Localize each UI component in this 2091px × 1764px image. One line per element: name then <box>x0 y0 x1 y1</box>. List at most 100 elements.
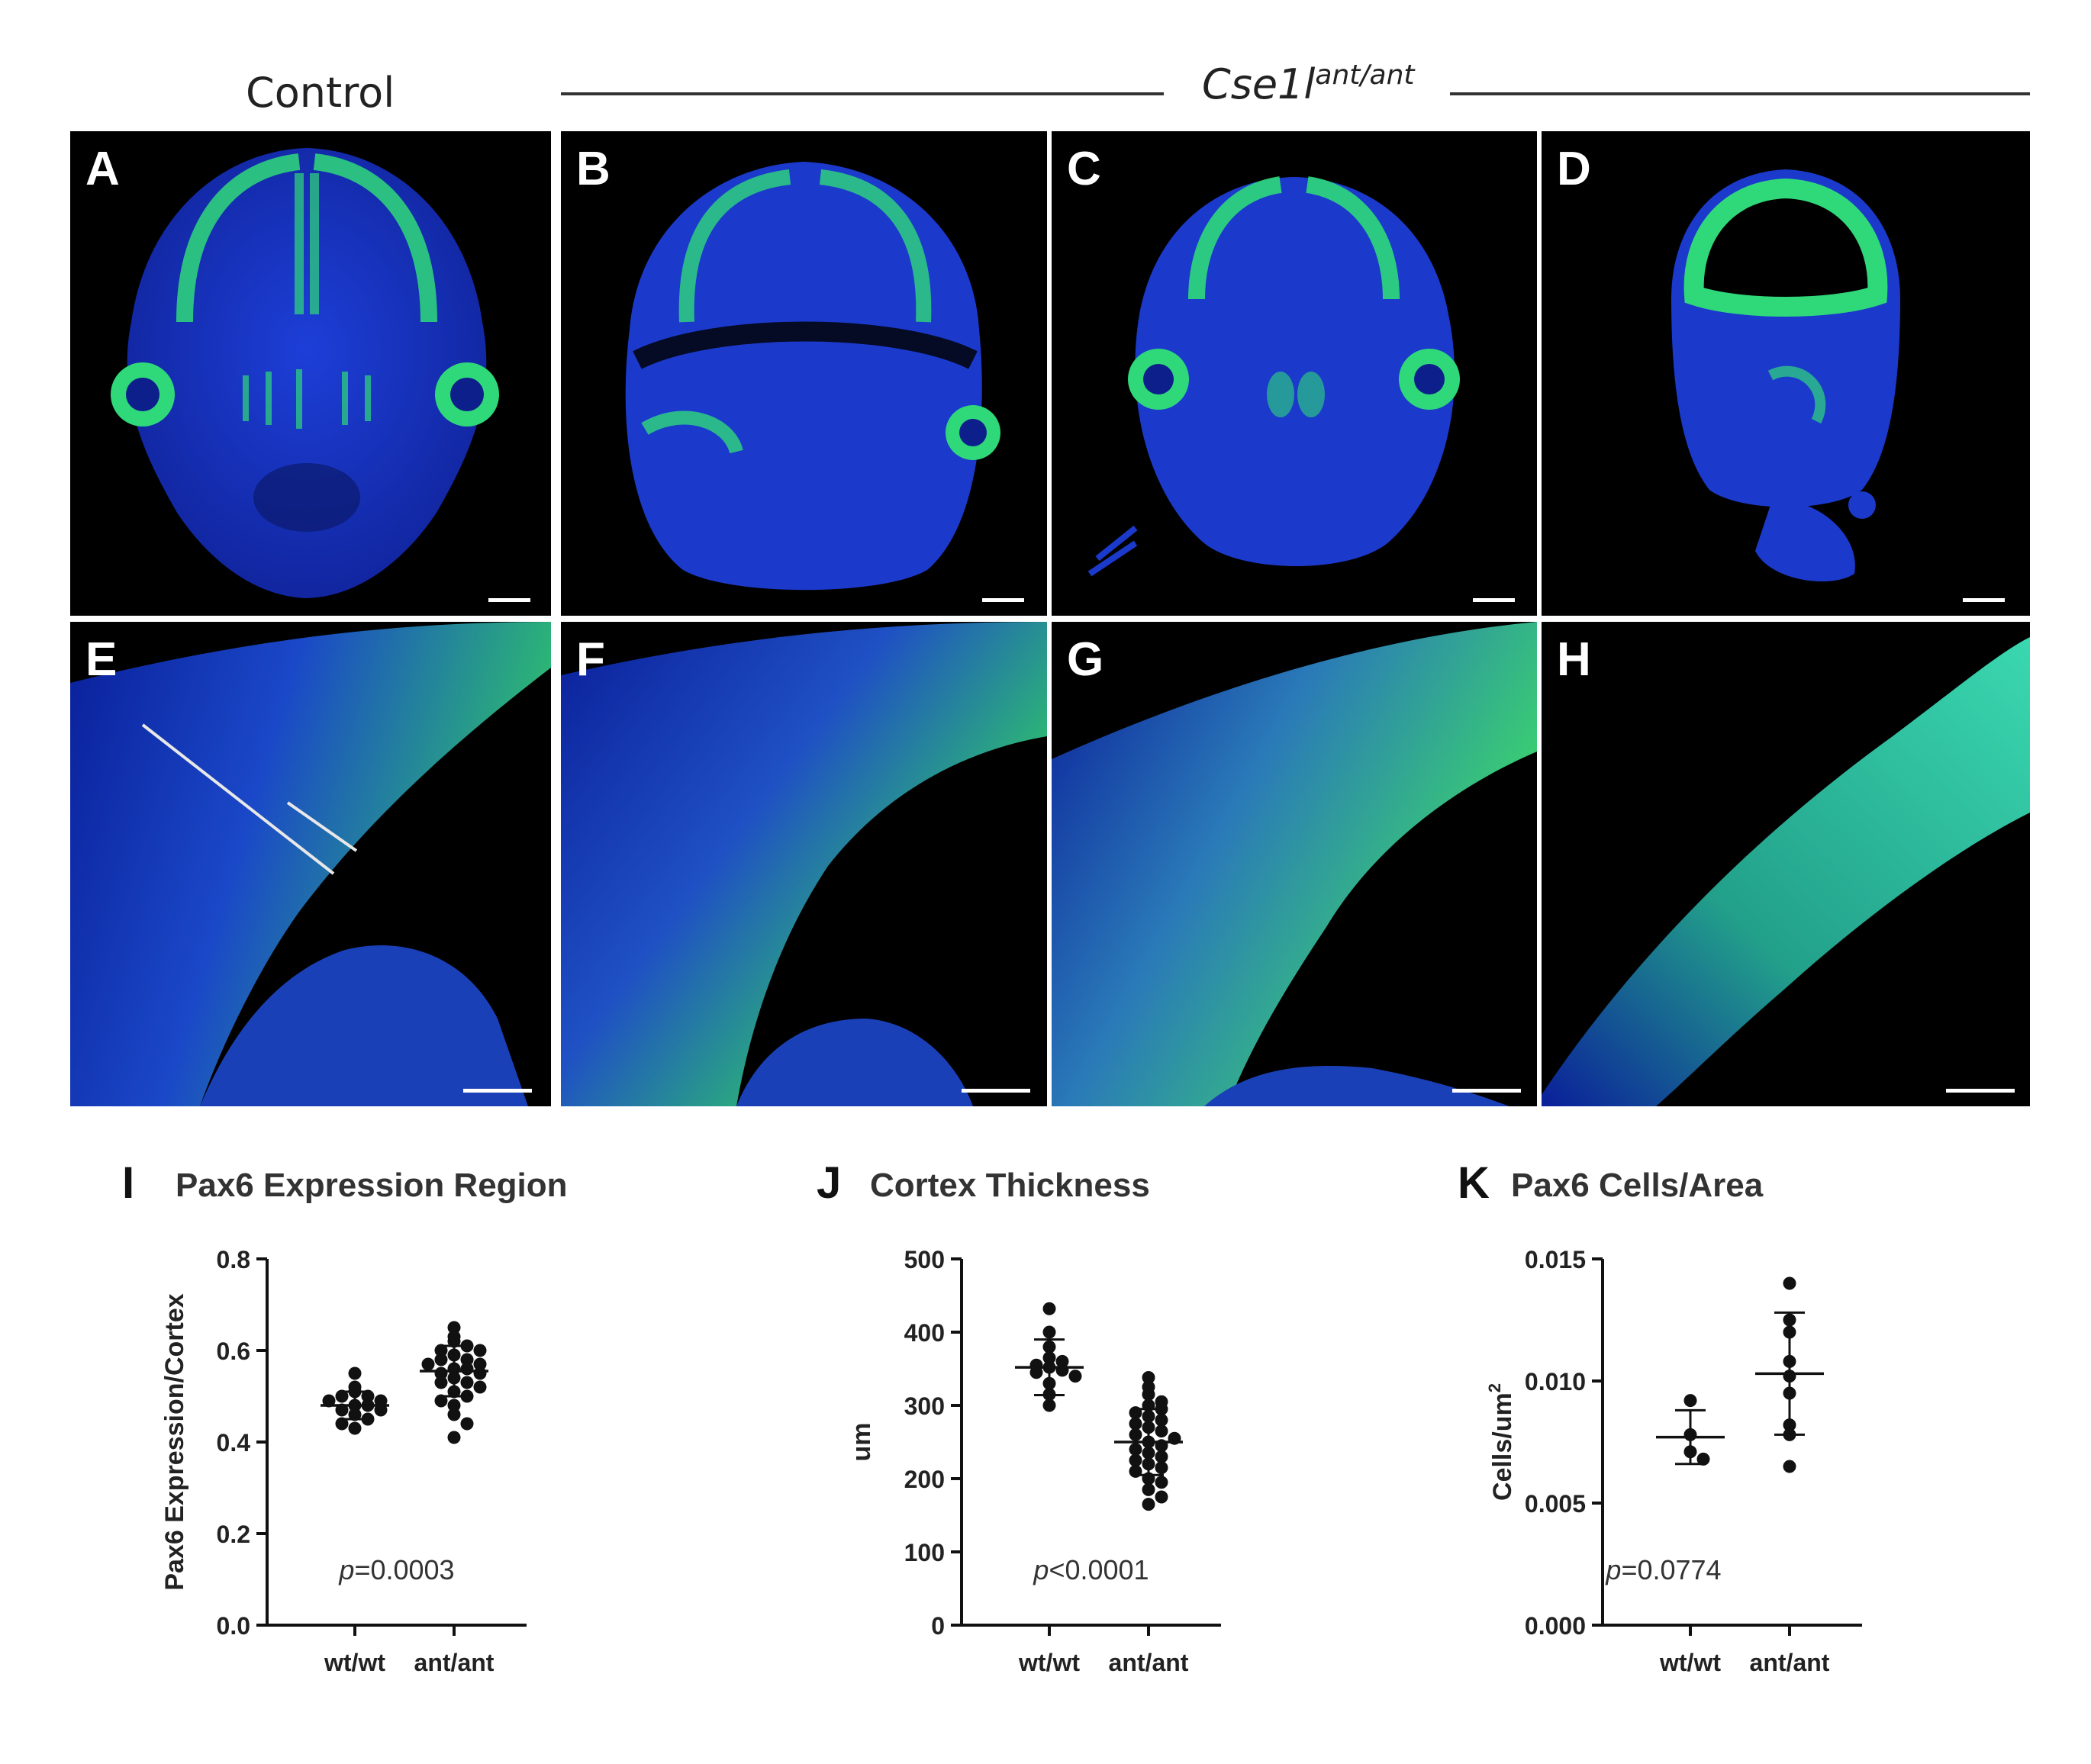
data-point <box>434 1353 448 1366</box>
data-point <box>1142 1498 1155 1511</box>
data-point <box>460 1376 474 1389</box>
x-tick-label: wt/wt <box>324 1649 385 1676</box>
data-point <box>1042 1399 1056 1412</box>
data-point <box>1129 1428 1142 1441</box>
data-point <box>447 1399 461 1412</box>
y-tick-label: 0.005 <box>1525 1490 1586 1518</box>
cortex-image-f <box>561 622 1047 1106</box>
data-point <box>1783 1460 1796 1473</box>
data-point <box>1783 1276 1796 1290</box>
data-point <box>473 1366 487 1380</box>
data-point <box>1129 1453 1142 1467</box>
head-section-image-a <box>111 148 530 602</box>
data-point <box>1042 1325 1056 1339</box>
data-point <box>473 1344 487 1357</box>
data-point <box>348 1421 362 1435</box>
data-point <box>1142 1482 1155 1496</box>
data-point <box>447 1431 461 1444</box>
y-tick-label: 0.010 <box>1525 1368 1586 1395</box>
x-tick-label: ant/ant <box>414 1649 495 1676</box>
y-tick-label: 200 <box>904 1466 945 1493</box>
p-value-label: p=0.0003 <box>338 1554 454 1585</box>
x-tick-label: wt/wt <box>1659 1649 1721 1676</box>
data-point <box>1696 1452 1710 1466</box>
panel-d: D <box>1542 131 2030 616</box>
y-tick-label: 500 <box>904 1246 945 1273</box>
control-header: Control <box>246 69 395 117</box>
y-tick-label: 0.4 <box>217 1429 251 1457</box>
data-point <box>434 1376 448 1389</box>
data-point <box>1155 1413 1168 1427</box>
data-point <box>434 1344 448 1357</box>
panel-label-i: I <box>122 1158 134 1208</box>
panel-label-g: G <box>1067 633 1104 686</box>
p-symbol: p <box>338 1554 354 1585</box>
chart-j: J Cortex Thickness 0 100 200 300 400 500 um wt/wt… <box>809 1152 1358 1732</box>
data-point <box>421 1357 435 1371</box>
chart-title: Pax6 Expression Region <box>176 1167 568 1204</box>
panel-label-k: K <box>1458 1158 1490 1208</box>
data-point <box>361 1389 375 1403</box>
data-point <box>460 1362 474 1376</box>
data-point <box>473 1357 487 1371</box>
data-point <box>447 1408 461 1421</box>
data-point <box>1155 1490 1168 1504</box>
head-section-image-c <box>1087 176 1515 602</box>
data-point <box>1042 1302 1056 1315</box>
panel-label-f: F <box>576 633 605 686</box>
panel-label-c: C <box>1067 143 1101 195</box>
data-point <box>1068 1370 1082 1383</box>
y-tick-label: 0.2 <box>217 1521 250 1548</box>
genotype-bracket-right <box>1450 92 2030 95</box>
p-value: =0.0003 <box>354 1554 454 1585</box>
data-point <box>1155 1450 1168 1463</box>
head-section-image-b <box>625 162 1024 602</box>
data-point <box>1155 1476 1168 1489</box>
y-axis-label-superscript: 2 <box>1485 1383 1504 1392</box>
data-point <box>434 1394 448 1408</box>
panel-label-d: D <box>1557 143 1591 195</box>
panel-a: A <box>70 131 551 616</box>
y-tick-label: 300 <box>904 1392 945 1420</box>
data-point <box>335 1389 349 1403</box>
data-point <box>447 1334 461 1348</box>
x-tick-label: ant/ant <box>1109 1649 1189 1676</box>
data-point <box>335 1417 349 1431</box>
panel-h: H <box>1542 622 2030 1106</box>
panel-label-j: J <box>817 1158 841 1208</box>
y-tick-label: 0.6 <box>217 1337 250 1365</box>
mutant-gene: Cse1l <box>1202 60 1316 108</box>
data-point <box>348 1366 362 1380</box>
panel-label-e: E <box>85 633 118 686</box>
chart-title: Pax6 Cells/Area <box>1511 1167 1764 1204</box>
panel-f: F <box>561 622 1047 1106</box>
p-symbol: p <box>1605 1554 1621 1585</box>
y-tick-label: 100 <box>904 1539 945 1566</box>
chart-i: I Pax6 Expression Region 0.0 0.2 0.4 0.6 0.8 Pa… <box>114 1152 664 1732</box>
x-tick-label: wt/wt <box>1018 1649 1080 1676</box>
panel-label-b: B <box>576 143 611 195</box>
panel-e: E <box>70 622 551 1106</box>
y-tick-label: 400 <box>904 1319 945 1347</box>
mutant-superscript: ant/ant <box>1315 60 1415 91</box>
panel-label-h: H <box>1557 633 1591 686</box>
y-tick-label: 0 <box>931 1612 945 1640</box>
data-point <box>1129 1443 1142 1457</box>
data-point <box>473 1380 487 1394</box>
y-axis-label: Pax6 Expression/Cortex <box>160 1293 189 1590</box>
data-point <box>460 1417 474 1431</box>
head-section-image-d <box>1671 169 2005 602</box>
data-point <box>1142 1388 1155 1402</box>
cortex-image-g <box>1052 622 1537 1106</box>
chart-svg: I Pax6 Expression Region 0.0 0.2 0.4 0.6 0.8 Pa… <box>122 1158 568 1676</box>
data-point <box>1055 1363 1069 1377</box>
panel-c: C <box>1052 131 1537 616</box>
panel-b: B <box>561 131 1047 616</box>
panel-g: G <box>1052 622 1537 1106</box>
mutant-header: Cse1lant/ant <box>1202 60 1415 108</box>
data-point <box>1155 1424 1168 1438</box>
y-tick-label: 0.000 <box>1525 1612 1586 1640</box>
p-value-label: p=0.0774 <box>1605 1554 1721 1585</box>
chart-title: Cortex Thickness <box>870 1167 1150 1204</box>
data-point <box>447 1321 461 1334</box>
